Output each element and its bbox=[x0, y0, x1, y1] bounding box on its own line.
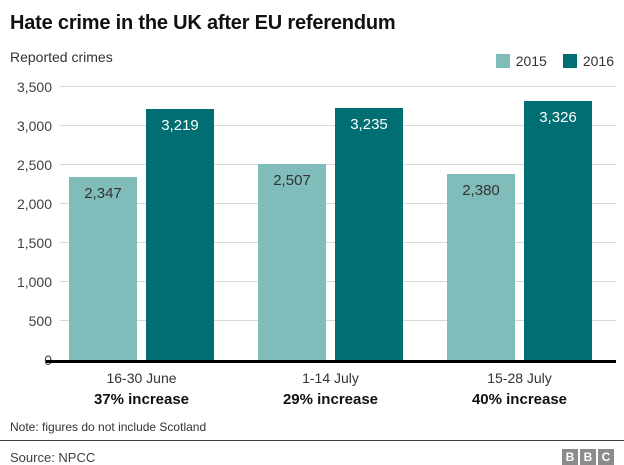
x-axis-labels: 16-30 June 37% increase 1-14 July 29% incre… bbox=[60, 369, 616, 410]
legend-item-2016: 2016 bbox=[562, 53, 614, 69]
plot-wrap: 2,347 3,219 2,507 3,235 2,380 3,326 16-30 Jun… bbox=[46, 86, 616, 410]
bar-value-label: 3,326 bbox=[539, 109, 577, 126]
y-tick-label: 2,000 bbox=[16, 196, 52, 212]
bar-value-label: 2,347 bbox=[84, 185, 122, 202]
bar-2016-16-30-june: 3,219 bbox=[146, 109, 214, 360]
legend-swatch-2016 bbox=[562, 54, 577, 68]
footer-divider bbox=[0, 440, 624, 441]
x-label-16-30-june: 16-30 June 37% increase bbox=[69, 369, 214, 410]
increase-label: 40% increase bbox=[471, 391, 568, 408]
y-tick-label: 500 bbox=[28, 313, 52, 329]
legend-swatch-2015 bbox=[495, 54, 510, 68]
increase-label: 29% increase bbox=[282, 391, 379, 408]
bar-2015-1-14-july: 2,507 bbox=[258, 164, 326, 360]
bbc-logo-block: C bbox=[598, 449, 614, 465]
bar-2015-15-28-july: 2,380 bbox=[447, 174, 515, 360]
legend: 2015 2016 bbox=[495, 53, 614, 69]
legend-label-2016: 2016 bbox=[582, 53, 614, 69]
bar-2016-1-14-july: 3,235 bbox=[335, 108, 403, 360]
category-label: 1-14 July bbox=[302, 370, 359, 386]
bar-group-15-28-july: 2,380 3,326 bbox=[447, 87, 592, 360]
plot-area: 2,347 3,219 2,507 3,235 2,380 3,326 bbox=[60, 86, 616, 360]
y-tick-label: 3,000 bbox=[16, 118, 52, 134]
y-tick-label: 2,500 bbox=[16, 157, 52, 173]
category-label: 15-28 July bbox=[487, 370, 552, 386]
x-label-15-28-july: 15-28 July 40% increase bbox=[447, 369, 592, 410]
bar-value-label: 3,219 bbox=[161, 117, 199, 134]
bar-group-1-14-july: 2,507 3,235 bbox=[258, 87, 403, 360]
bar-value-label: 2,380 bbox=[462, 182, 500, 199]
legend-label-2015: 2015 bbox=[515, 53, 547, 69]
source-label: Source: NPCC bbox=[10, 449, 96, 465]
y-tick-label: 1,000 bbox=[16, 274, 52, 290]
x-axis-baseline bbox=[46, 360, 616, 363]
y-tick-label: 1,500 bbox=[16, 235, 52, 251]
category-label: 16-30 June bbox=[106, 370, 177, 386]
bar-value-label: 2,507 bbox=[273, 172, 311, 189]
increase-label: 37% increase bbox=[93, 391, 190, 408]
chart-title: Hate crime in the UK after EU referendum bbox=[10, 12, 396, 34]
chart-subtitle: Reported crimes bbox=[10, 49, 113, 65]
footnote: Note: figures do not include Scotland bbox=[10, 420, 207, 434]
y-tick-label: 3,500 bbox=[16, 79, 52, 95]
bar-value-label: 3,235 bbox=[350, 116, 388, 133]
bar-group-16-30-june: 2,347 3,219 bbox=[69, 87, 214, 360]
legend-item-2015: 2015 bbox=[495, 53, 547, 69]
x-label-1-14-july: 1-14 July 29% increase bbox=[258, 369, 403, 410]
bbc-logo-block: B bbox=[562, 449, 578, 465]
bbc-logo-block: B bbox=[580, 449, 596, 465]
gridline bbox=[60, 86, 616, 87]
bar-2015-16-30-june: 2,347 bbox=[69, 177, 137, 360]
bar-2016-15-28-july: 3,326 bbox=[524, 101, 592, 360]
